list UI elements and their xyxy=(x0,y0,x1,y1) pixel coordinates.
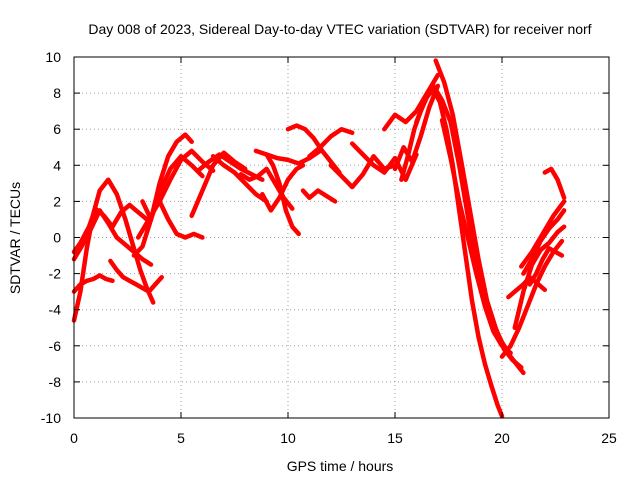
x-tick-label: 0 xyxy=(70,430,78,446)
series-track-17 xyxy=(285,123,342,175)
x-tick-label: 25 xyxy=(601,430,617,446)
series-track-08 xyxy=(140,154,205,222)
y-tick-label: -8 xyxy=(49,374,62,390)
series-track-21 xyxy=(349,141,419,182)
y-tick-label: -10 xyxy=(41,410,61,426)
x-axis-label: GPS time / hours xyxy=(287,458,394,474)
y-tick-label: 6 xyxy=(53,121,61,137)
series-track-04 xyxy=(71,202,150,255)
data-traces xyxy=(71,58,567,419)
series-track-18 xyxy=(307,126,355,159)
y-tick-label: 10 xyxy=(45,49,61,65)
series-track-30 xyxy=(521,208,567,276)
x-tick-label: 20 xyxy=(494,430,510,446)
series-track-15 xyxy=(264,152,301,237)
series-track-14 xyxy=(260,163,306,213)
y-tick-label: -2 xyxy=(49,266,62,282)
grid-lines xyxy=(74,57,609,418)
y-tick-labels: -10 -8 -6 -4 -2 0 2 4 6 8 10 xyxy=(41,49,61,426)
x-tick-label: 10 xyxy=(280,430,296,446)
series-track-19 xyxy=(300,188,338,204)
series-track-33 xyxy=(527,246,565,287)
y-tick-label: -4 xyxy=(49,302,62,318)
axis-ticks xyxy=(73,56,610,419)
series-track-25 xyxy=(414,83,526,376)
series-track-29 xyxy=(512,224,567,331)
series-track-28 xyxy=(499,238,565,359)
series-track-06 xyxy=(131,132,194,258)
x-tick-labels: 0 5 10 15 20 25 xyxy=(70,430,617,446)
y-tick-label: 0 xyxy=(53,230,61,246)
series-track-05 xyxy=(108,258,164,294)
series-track-26 xyxy=(433,58,524,370)
series-track-23 xyxy=(392,83,441,172)
y-axis-label: SDTVAR / TECUs xyxy=(7,182,23,294)
series-track-02 xyxy=(71,273,115,294)
series-track-01 xyxy=(71,177,156,323)
series-track-11 xyxy=(195,152,265,182)
x-tick-label: 15 xyxy=(387,430,403,446)
series-track-12 xyxy=(210,154,269,204)
series-track-31 xyxy=(519,199,567,269)
series-track-09 xyxy=(157,199,205,240)
series-track-27 xyxy=(439,117,513,356)
y-tick-label: 2 xyxy=(53,193,61,209)
series-track-32 xyxy=(542,166,567,201)
series-track-03 xyxy=(71,208,154,267)
series-track-34 xyxy=(506,274,548,300)
x-tick-label: 5 xyxy=(177,430,185,446)
y-tick-label: -6 xyxy=(49,338,62,354)
y-tick-label: 4 xyxy=(53,157,61,173)
chart-title: Day 008 of 2023, Sidereal Day-to-day VTE… xyxy=(88,21,591,37)
y-tick-label: 8 xyxy=(53,85,61,101)
